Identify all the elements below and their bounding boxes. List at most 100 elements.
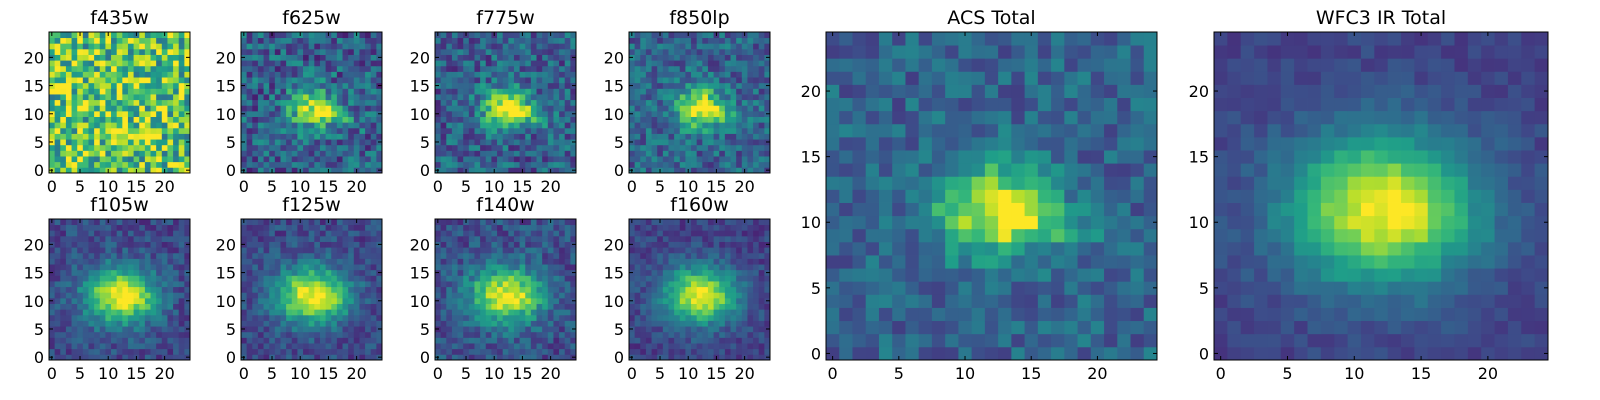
heatmap-cell xyxy=(730,32,737,39)
heatmap-cell xyxy=(161,43,168,50)
heatmap-cell xyxy=(353,82,360,89)
heatmap-cell xyxy=(679,88,686,95)
heatmap-cell xyxy=(668,54,675,61)
heatmap-cell xyxy=(65,127,72,134)
heatmap-cell xyxy=(553,354,560,361)
heatmap-cell xyxy=(65,133,72,140)
heatmap-cell xyxy=(348,48,355,55)
heatmap-cell xyxy=(257,116,264,123)
heatmap-cell xyxy=(753,354,760,361)
heatmap-cell xyxy=(376,105,383,112)
heatmap-cell xyxy=(111,275,118,282)
heatmap-cell xyxy=(457,337,464,344)
heatmap-cell xyxy=(274,269,281,276)
heatmap-cell xyxy=(263,54,270,61)
heatmap-cell xyxy=(77,122,84,129)
heatmap-cell xyxy=(468,264,475,271)
heatmap-cell xyxy=(274,281,281,288)
heatmap-cell xyxy=(319,292,326,299)
heatmap-cell xyxy=(291,122,298,129)
heatmap-cell xyxy=(451,309,458,316)
heatmap-cell xyxy=(60,105,67,112)
heatmap-cell xyxy=(674,297,681,304)
heatmap-cell xyxy=(707,281,714,288)
heatmap-cell xyxy=(246,303,253,310)
heatmap-cell xyxy=(702,275,709,282)
heatmap-cell xyxy=(463,71,470,78)
heatmap-cell xyxy=(702,105,709,112)
heatmap-cell xyxy=(497,133,504,140)
heatmap-cell xyxy=(440,292,447,299)
heatmap-cell xyxy=(319,331,326,338)
axes-frame xyxy=(240,218,383,361)
heatmap-cell xyxy=(246,99,253,106)
heatmap-cell xyxy=(291,32,298,39)
heatmap-cell xyxy=(178,269,185,276)
heatmap-cell xyxy=(274,82,281,89)
heatmap-cell xyxy=(291,264,298,271)
heatmap-cell xyxy=(359,77,366,84)
heatmap-cell xyxy=(525,343,532,350)
heatmap-cell xyxy=(342,43,349,50)
heatmap-cell xyxy=(564,314,571,321)
heatmap-cell xyxy=(269,77,276,84)
heatmap-cell xyxy=(246,122,253,129)
heatmap-cell xyxy=(435,303,442,310)
heatmap-cell xyxy=(325,297,332,304)
heatmap-cell xyxy=(246,269,253,276)
heatmap-cell xyxy=(99,258,106,265)
heatmap-cell xyxy=(696,331,703,338)
heatmap-cell xyxy=(94,60,101,67)
heatmap-cell xyxy=(71,43,78,50)
heatmap-cell xyxy=(365,167,372,174)
heatmap-cell xyxy=(497,167,504,174)
heatmap-cell xyxy=(94,150,101,157)
heatmap-cell xyxy=(485,281,492,288)
heatmap-cell xyxy=(730,167,737,174)
heatmap-cell xyxy=(336,309,343,316)
heatmap-cell xyxy=(719,43,726,50)
heatmap-cell xyxy=(513,167,520,174)
heatmap-cell xyxy=(468,314,475,321)
heatmap-cell xyxy=(252,275,259,282)
heatmap-cell xyxy=(325,247,332,254)
heatmap-cell xyxy=(679,144,686,151)
heatmap-cell xyxy=(54,167,61,174)
heatmap-cell xyxy=(713,303,720,310)
heatmap-cell xyxy=(480,32,487,39)
heatmap-cell xyxy=(679,156,686,163)
heatmap-cell xyxy=(629,43,636,50)
heatmap-cell xyxy=(303,127,310,134)
heatmap-cell xyxy=(730,99,737,106)
heatmap-cell xyxy=(480,116,487,123)
heatmap-cell xyxy=(730,110,737,117)
heatmap-cell xyxy=(49,116,56,123)
heatmap-cell xyxy=(463,110,470,117)
heatmap-cell xyxy=(651,94,658,101)
heatmap-cell xyxy=(139,127,146,134)
heatmap-cell xyxy=(88,37,95,44)
heatmap-cell xyxy=(82,82,89,89)
heatmap-cell xyxy=(54,224,61,231)
heatmap-cell xyxy=(508,281,515,288)
heatmap-cell xyxy=(263,331,270,338)
heatmap-cell xyxy=(122,105,129,112)
heatmap-cell xyxy=(314,144,321,151)
heatmap-cell xyxy=(161,348,168,355)
heatmap-cell xyxy=(497,269,504,276)
heatmap-cell xyxy=(105,139,112,146)
heatmap-cell xyxy=(451,224,458,231)
heatmap-cell xyxy=(257,337,264,344)
heatmap-cell xyxy=(513,337,520,344)
heatmap-cell xyxy=(530,167,537,174)
heatmap-cell xyxy=(730,314,737,321)
heatmap-cell xyxy=(359,60,366,67)
heatmap-cell xyxy=(54,309,61,316)
heatmap-cell xyxy=(127,127,134,134)
heatmap-cell xyxy=(291,167,298,174)
heatmap-cell xyxy=(308,297,315,304)
heatmap-cell xyxy=(94,65,101,72)
heatmap-cell xyxy=(440,247,447,254)
heatmap-cell xyxy=(71,94,78,101)
heatmap-cell xyxy=(702,60,709,67)
